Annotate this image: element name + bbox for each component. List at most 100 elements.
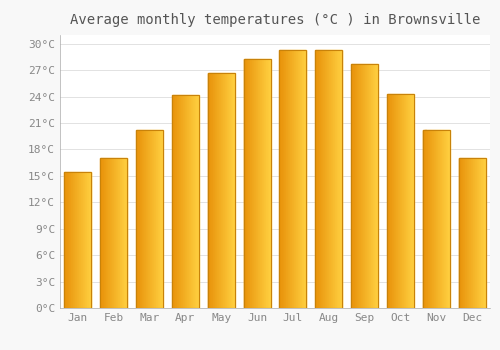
Bar — [357, 64, 358, 308]
Bar — [152, 130, 153, 308]
Bar — [442, 130, 443, 308]
Bar — [106, 158, 107, 308]
Bar — [370, 64, 372, 308]
Bar — [250, 59, 251, 308]
Bar — [69, 172, 70, 308]
Bar — [326, 50, 328, 308]
Bar — [289, 50, 290, 308]
Bar — [224, 73, 226, 308]
Bar — [269, 59, 270, 308]
Bar — [67, 172, 68, 308]
Bar — [244, 59, 245, 308]
Bar — [219, 73, 220, 308]
Bar — [449, 130, 450, 308]
Bar — [160, 130, 161, 308]
Bar — [109, 158, 110, 308]
Bar — [429, 130, 430, 308]
Bar — [149, 130, 150, 308]
Bar — [228, 73, 230, 308]
Bar — [393, 94, 394, 308]
Bar — [376, 64, 378, 308]
Bar — [114, 158, 115, 308]
Bar — [305, 50, 306, 308]
Bar — [116, 158, 117, 308]
Bar — [153, 130, 154, 308]
Bar — [288, 50, 289, 308]
Bar — [329, 50, 330, 308]
Bar — [339, 50, 340, 308]
Bar — [435, 130, 436, 308]
Bar — [351, 64, 352, 308]
Bar — [196, 95, 197, 308]
Bar — [410, 94, 411, 308]
Bar — [259, 59, 260, 308]
Bar — [443, 130, 444, 308]
Bar — [68, 172, 69, 308]
Bar — [426, 130, 427, 308]
Bar — [157, 130, 158, 308]
Bar — [479, 158, 480, 308]
Bar — [265, 59, 266, 308]
Bar — [394, 94, 395, 308]
Bar — [296, 50, 297, 308]
Bar — [409, 94, 410, 308]
Bar — [80, 172, 82, 308]
Bar — [232, 73, 234, 308]
Bar — [439, 130, 440, 308]
Bar — [158, 130, 159, 308]
Bar — [362, 64, 363, 308]
Bar — [251, 59, 252, 308]
Bar — [188, 95, 189, 308]
Bar — [368, 64, 370, 308]
Bar — [466, 158, 468, 308]
Bar — [411, 94, 412, 308]
Bar — [446, 130, 447, 308]
Bar — [76, 172, 77, 308]
Bar — [427, 130, 428, 308]
Bar — [84, 172, 86, 308]
Bar — [154, 130, 155, 308]
Bar — [100, 158, 101, 308]
Bar — [448, 130, 449, 308]
Bar — [404, 94, 405, 308]
Bar — [147, 130, 148, 308]
Bar — [108, 158, 109, 308]
Bar — [126, 158, 127, 308]
Bar — [210, 73, 211, 308]
Bar — [150, 130, 151, 308]
Bar — [70, 172, 71, 308]
Bar — [391, 94, 392, 308]
Bar — [192, 95, 193, 308]
Bar — [294, 50, 295, 308]
Bar — [124, 158, 125, 308]
Bar — [432, 130, 433, 308]
Bar — [65, 172, 66, 308]
Bar — [480, 158, 481, 308]
Bar — [445, 130, 446, 308]
Bar — [387, 94, 414, 308]
Bar — [230, 73, 232, 308]
Bar — [221, 73, 222, 308]
Bar — [74, 172, 75, 308]
Bar — [297, 50, 298, 308]
Bar — [316, 50, 342, 308]
Bar — [332, 50, 333, 308]
Bar — [476, 158, 477, 308]
Bar — [262, 59, 263, 308]
Bar — [397, 94, 398, 308]
Bar — [353, 64, 354, 308]
Bar — [66, 172, 67, 308]
Bar — [282, 50, 283, 308]
Bar — [122, 158, 123, 308]
Bar — [481, 158, 482, 308]
Bar — [462, 158, 464, 308]
Bar — [101, 158, 102, 308]
Bar — [176, 95, 178, 308]
Bar — [254, 59, 255, 308]
Bar — [304, 50, 305, 308]
Bar — [123, 158, 124, 308]
Bar — [143, 130, 144, 308]
Bar — [252, 59, 253, 308]
Bar — [226, 73, 228, 308]
Bar — [189, 95, 190, 308]
